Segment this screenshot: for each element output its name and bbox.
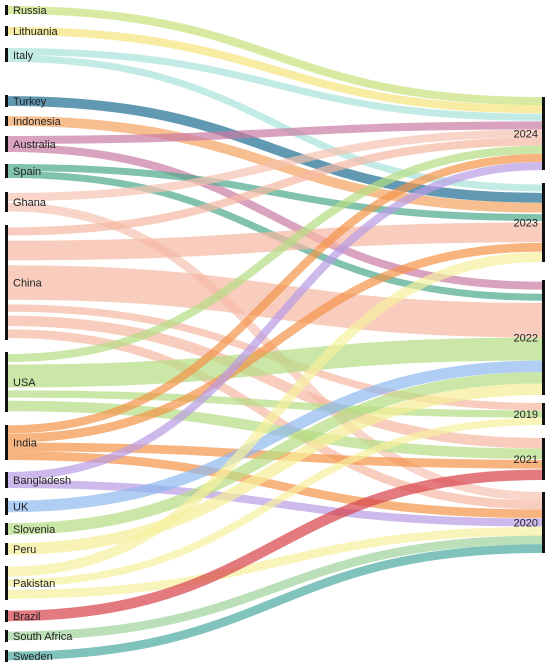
source-label-italy: Italy (13, 50, 34, 62)
link-usa-to-y2024 (7, 145, 543, 363)
link-pakistan-to-y2019 (7, 417, 543, 587)
source-label-spain: Spain (13, 166, 41, 178)
link-china-to-y2024 (7, 137, 543, 236)
target-label-y2020: 2020 (514, 518, 538, 530)
target-node-y2022 (542, 280, 545, 395)
link-turkey-to-y2023 (7, 96, 543, 203)
link-china-to-y2022 (7, 265, 543, 338)
source-label-uk: UK (13, 502, 29, 514)
sankey-labels: Russia Lithuania Italy Turkey Indonesia Austr… (13, 5, 538, 663)
link-china-to-y2023 (7, 222, 543, 261)
source-label-brazil: Brazil (13, 611, 41, 623)
source-label-china: China (13, 278, 43, 290)
link-usa-to-y2022 (7, 337, 543, 388)
link-india-to-y2024 (7, 153, 543, 434)
source-label-sweden: Sweden (13, 651, 53, 663)
source-label-south_africa: South Africa (13, 631, 73, 643)
source-node-south_africa (5, 630, 8, 642)
source-node-slovenia (5, 523, 8, 535)
target-label-y2024: 2024 (514, 129, 538, 141)
target-node-y2024 (542, 97, 545, 170)
link-bangladesh-to-y2024 (7, 161, 543, 480)
link-peru-to-y2022 (7, 383, 543, 555)
source-label-usa: USA (13, 377, 36, 389)
target-label-y2019: 2019 (514, 409, 538, 421)
source-node-india (5, 425, 8, 460)
source-node-pakistan (5, 566, 8, 600)
source-label-pakistan: Pakistan (13, 578, 55, 590)
target-node-y2019 (542, 403, 545, 425)
source-node-bangladesh (5, 472, 8, 488)
source-node-china (5, 225, 8, 340)
sankey-links (7, 5, 543, 661)
target-node-y2023 (542, 183, 545, 262)
source-node-uk (5, 498, 8, 515)
target-label-y2022: 2022 (514, 333, 538, 345)
target-label-y2023: 2023 (514, 218, 538, 230)
source-node-lithuania (5, 26, 8, 36)
link-slovenia-to-y2022 (7, 372, 543, 535)
link-brazil-to-y2021 (7, 469, 543, 622)
sankey-nodes (5, 5, 545, 662)
source-label-peru: Peru (13, 544, 36, 556)
link-lithuania-to-y2024 (7, 26, 543, 114)
source-label-lithuania: Lithuania (13, 26, 59, 38)
target-node-y2020 (542, 492, 545, 553)
link-spain-to-y2023 (7, 164, 543, 222)
link-italy-to-y2024 (7, 48, 543, 121)
link-sweden-to-y2020 (7, 544, 543, 661)
link-ghana-to-y2024 (7, 129, 543, 202)
source-node-russia (5, 5, 8, 15)
source-node-ghana (5, 192, 8, 212)
source-node-indonesia (5, 116, 8, 126)
source-node-italy (5, 48, 8, 62)
source-node-australia (5, 136, 8, 152)
source-label-ghana: Ghana (13, 197, 47, 209)
link-south_africa-to-y2020 (7, 535, 543, 641)
source-label-bangladesh: Bangladesh (13, 475, 71, 487)
link-china-to-y2021 (7, 315, 543, 449)
source-label-australia: Australia (13, 139, 57, 151)
source-node-sweden (5, 650, 8, 662)
link-india-to-y2023 (7, 242, 543, 443)
link-pakistan-to-y2023 (7, 252, 543, 577)
link-uk-to-y2022 (7, 360, 543, 513)
link-pakistan-to-y2020 (7, 526, 543, 599)
source-label-india: India (13, 438, 38, 450)
source-label-turkey: Turkey (13, 96, 47, 108)
source-node-peru (5, 543, 8, 555)
link-usa-to-y2019 (7, 390, 543, 418)
source-node-brazil (5, 610, 8, 622)
link-russia-to-y2024 (7, 5, 543, 106)
source-label-indonesia: Indonesia (13, 116, 62, 128)
source-node-spain (5, 164, 8, 178)
link-usa-to-y2021 (7, 400, 543, 459)
source-node-turkey (5, 95, 8, 107)
source-label-russia: Russia (13, 5, 48, 17)
link-australia-to-y2024 (7, 121, 543, 144)
target-label-y2021: 2021 (514, 454, 538, 466)
target-node-y2021 (542, 438, 545, 480)
source-label-slovenia: Slovenia (13, 524, 56, 536)
source-node-usa (5, 352, 8, 412)
